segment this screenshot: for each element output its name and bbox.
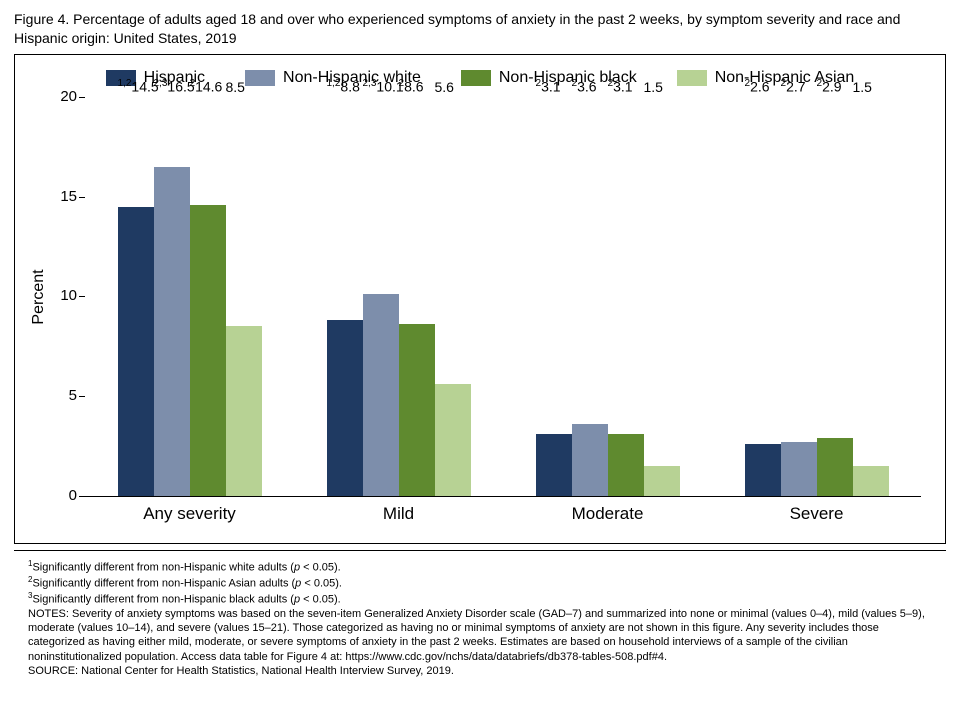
y-axis-label: Percent	[30, 269, 48, 324]
bar-slot: 28.6	[399, 97, 435, 496]
bar-value-label: 22.6	[745, 78, 781, 97]
bar-slot: 23.6	[572, 97, 608, 496]
bar-slot: 2,310.1	[363, 97, 399, 496]
plot: 051015201,214.52,316.5214.68.5Any severi…	[85, 97, 921, 497]
bar-group: 22.622.722.91.5Severe	[712, 97, 921, 496]
bar-value: 5.6	[435, 79, 454, 95]
bar-sup: 1,2	[327, 78, 341, 89]
bar-value-label: 2,310.1	[363, 78, 399, 97]
figure-title: Figure 4. Percentage of adults aged 18 a…	[0, 0, 960, 54]
bar-value: 2.9	[822, 79, 841, 95]
bar-value: 2.7	[786, 79, 805, 95]
bar-value: 2.6	[750, 79, 769, 95]
legend-swatch	[677, 70, 707, 86]
bar-slot: 2,316.5	[154, 97, 190, 496]
source-text: SOURCE: National Center for Health Stati…	[28, 664, 932, 678]
bar-value-label: 2,316.5	[154, 78, 190, 97]
y-tick-label: 0	[49, 487, 77, 504]
y-tick-label: 15	[49, 188, 77, 205]
bar-slot: 8.5	[226, 97, 262, 496]
bar-value-label: 23.1	[536, 78, 572, 97]
fn1-text: Significantly different from non-Hispani…	[32, 561, 293, 573]
fn3-text: Significantly different from non-Hispani…	[32, 593, 293, 605]
bar-slot: 22.6	[745, 97, 781, 496]
category-label: Any severity	[85, 504, 294, 524]
bar: 1.5	[644, 466, 680, 496]
bar-value: 3.6	[577, 79, 596, 95]
bar-value: 8.6	[404, 79, 423, 95]
bar: 2,310.1	[363, 294, 399, 495]
bar: 28.6	[399, 324, 435, 496]
category-label: Mild	[294, 504, 503, 524]
bar-slot: 5.6	[435, 97, 471, 496]
chart-frame: HispanicNon-Hispanic whiteNon-Hispanic b…	[14, 54, 946, 544]
bar-sup: 1,2	[118, 78, 132, 89]
bar-slot: 1,28.8	[327, 97, 363, 496]
bar: 22.9	[817, 438, 853, 496]
category-label: Severe	[712, 504, 921, 524]
y-tick-label: 5	[49, 387, 77, 404]
bar-sup: 2,3	[363, 78, 377, 89]
bar-value-label: 22.7	[781, 78, 817, 97]
bar: 214.6	[190, 205, 226, 496]
bar-groups: 1,214.52,316.5214.68.5Any severity1,28.8…	[85, 97, 921, 496]
bar-slot: 1.5	[644, 97, 680, 496]
bar-slot: 23.1	[536, 97, 572, 496]
bar-value: 3.1	[541, 79, 560, 95]
bar-value: 3.1	[613, 79, 632, 95]
bar-value-label: 5.6	[435, 79, 471, 97]
bar-value-label: 8.5	[226, 79, 262, 97]
bar-slot: 22.7	[781, 97, 817, 496]
bar-value: 8.8	[340, 79, 359, 95]
bar-value-label: 23.1	[608, 78, 644, 97]
bar-value-label: 1.5	[853, 79, 889, 97]
fn2-text: Significantly different from non-Hispani…	[32, 577, 295, 589]
bar: 23.1	[608, 434, 644, 496]
y-tick-mark	[79, 496, 85, 497]
notes-text: NOTES: Severity of anxiety symptoms was …	[28, 607, 932, 664]
bar-value-label: 28.6	[399, 78, 435, 97]
bar: 1,28.8	[327, 320, 363, 496]
bar-slot: 214.6	[190, 97, 226, 496]
bar-value: 8.5	[226, 79, 245, 95]
bar-group: 1,28.82,310.128.65.6Mild	[294, 97, 503, 496]
bar-sup: 2,3	[154, 78, 168, 89]
y-tick-label: 10	[49, 287, 77, 304]
bar-value: 1.5	[644, 79, 663, 95]
y-tick-label: 20	[49, 88, 77, 105]
bar: 8.5	[226, 326, 262, 496]
bar: 1,214.5	[118, 207, 154, 496]
bar: 23.6	[572, 424, 608, 496]
bar-value-label: 22.9	[817, 78, 853, 97]
bar-value: 14.6	[195, 79, 222, 95]
bar: 2,316.5	[154, 167, 190, 496]
bar-value-label: 1.5	[644, 79, 680, 97]
bar: 5.6	[435, 384, 471, 496]
bar-group: 23.123.623.11.5Moderate	[503, 97, 712, 496]
bar-group: 1,214.52,316.5214.68.5Any severity	[85, 97, 294, 496]
footnotes: 1Significantly different from non-Hispan…	[14, 550, 946, 678]
bar-slot: 23.1	[608, 97, 644, 496]
fn1-tail: < 0.05).	[300, 561, 341, 573]
plot-area: Percent 051015201,214.52,316.5214.68.5An…	[85, 97, 921, 497]
bar: 22.6	[745, 444, 781, 496]
bar-slot: 1.5	[853, 97, 889, 496]
bar-slot: 1,214.5	[118, 97, 154, 496]
fn3-tail: < 0.05).	[300, 593, 341, 605]
category-label: Moderate	[503, 504, 712, 524]
bar: 23.1	[536, 434, 572, 496]
bar: 1.5	[853, 466, 889, 496]
bar-value-label: 214.6	[190, 78, 226, 97]
fn2-tail: < 0.05).	[301, 577, 342, 589]
bar-slot: 22.9	[817, 97, 853, 496]
bar-value-label: 1,28.8	[327, 78, 363, 97]
bar-value: 1.5	[853, 79, 872, 95]
bar-value-label: 23.6	[572, 78, 608, 97]
bar: 22.7	[781, 442, 817, 496]
bar-value-label: 1,214.5	[118, 78, 154, 97]
